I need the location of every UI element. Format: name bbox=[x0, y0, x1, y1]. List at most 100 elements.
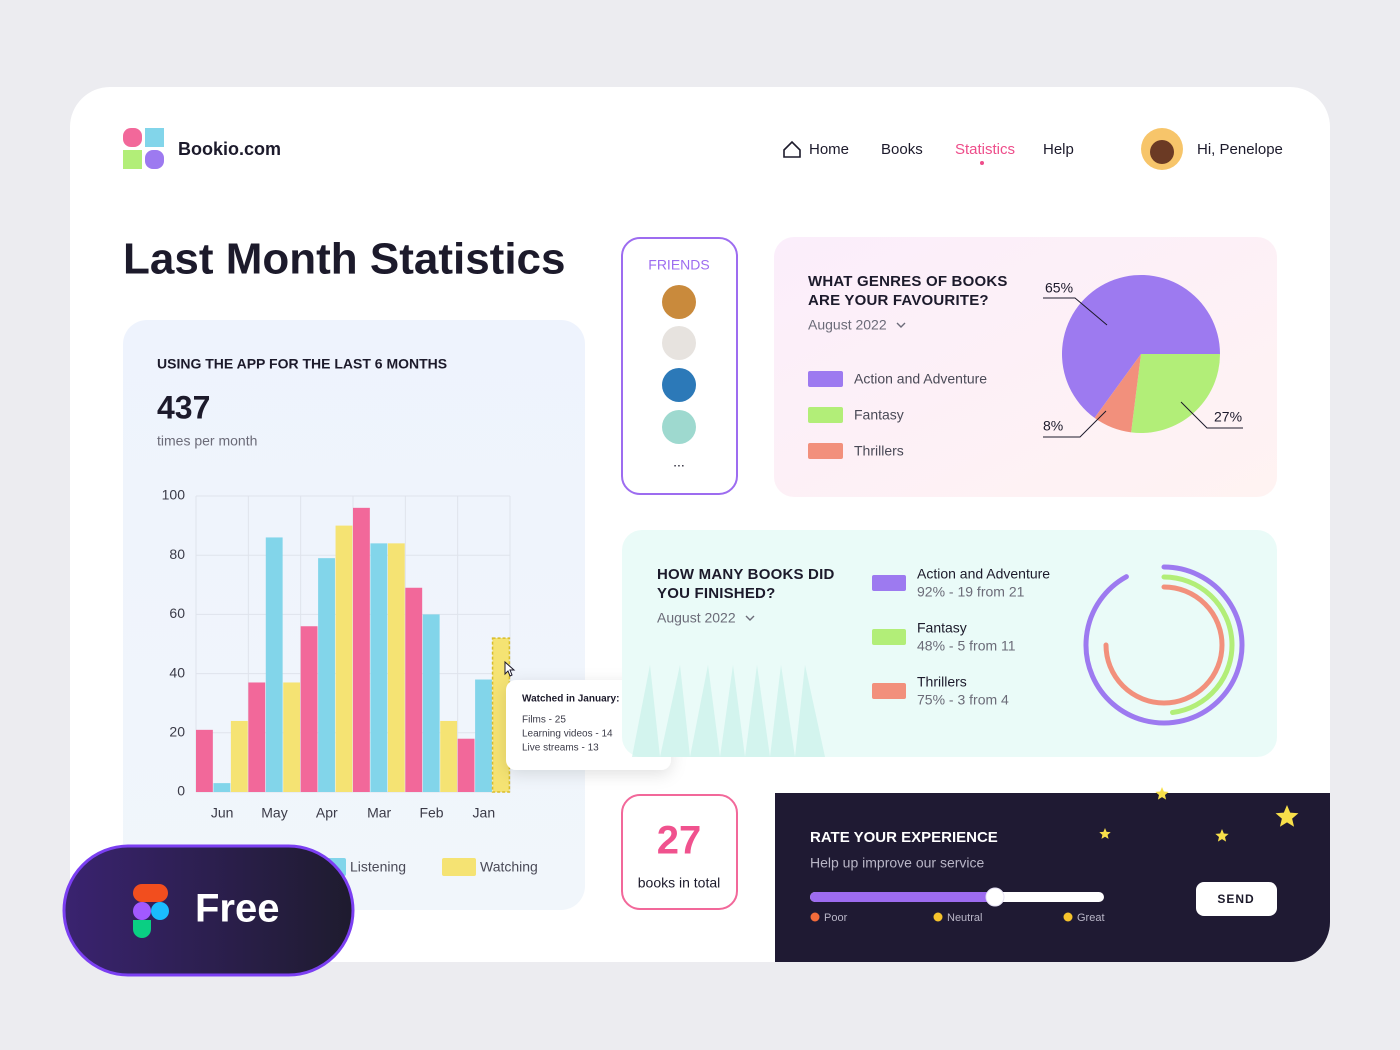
legend-swatch bbox=[808, 443, 843, 459]
friend-avatar[interactable] bbox=[662, 326, 696, 360]
legend-swatch bbox=[442, 858, 476, 876]
bar[interactable] bbox=[440, 720, 458, 792]
free-badge: Free bbox=[62, 844, 355, 977]
bar[interactable] bbox=[457, 738, 475, 792]
bar[interactable] bbox=[387, 543, 405, 792]
finished-title: HOW MANY BOOKS DID YOU FINISHED? bbox=[657, 566, 835, 602]
tooltip-item: Learning videos - 14 bbox=[522, 729, 613, 740]
y-tick-label: 20 bbox=[169, 724, 185, 740]
bar[interactable] bbox=[248, 682, 266, 792]
legend-label: Thrillers bbox=[854, 443, 904, 459]
bar[interactable] bbox=[300, 626, 318, 792]
rating-title: RATE YOUR EXPERIENCE bbox=[810, 829, 998, 846]
bar[interactable] bbox=[475, 679, 492, 792]
send-button[interactable] bbox=[1196, 882, 1277, 916]
y-tick-label: 80 bbox=[169, 546, 185, 562]
bar[interactable] bbox=[283, 682, 301, 792]
pie-label: 65% bbox=[1045, 280, 1073, 296]
item-value: 48% - 5 from 11 bbox=[917, 638, 1016, 654]
pie-label: 27% bbox=[1214, 409, 1242, 425]
scale-emoji bbox=[1063, 912, 1073, 922]
nav-active-dot bbox=[980, 161, 984, 165]
star bbox=[1099, 828, 1111, 839]
pie-slice[interactable] bbox=[1094, 354, 1141, 433]
legend-swatch bbox=[872, 575, 906, 591]
item-value: 92% - 19 from 21 bbox=[917, 584, 1025, 600]
bar[interactable] bbox=[353, 507, 370, 792]
pie-slice[interactable] bbox=[1131, 354, 1220, 434]
rating-card bbox=[775, 793, 1330, 962]
scale-label: Poor bbox=[824, 912, 848, 924]
friend-avatar[interactable] bbox=[662, 368, 696, 402]
scale-emoji bbox=[810, 912, 820, 922]
rating-scale: Poor Neutral Great bbox=[810, 912, 1105, 924]
friend-avatar[interactable] bbox=[662, 285, 696, 319]
pie-label: 8% bbox=[1043, 418, 1063, 434]
stars bbox=[1099, 787, 1299, 842]
pie-slice[interactable] bbox=[1062, 275, 1220, 418]
bar[interactable] bbox=[265, 537, 283, 792]
bar[interactable] bbox=[491, 637, 511, 793]
x-tick-label: May bbox=[261, 805, 287, 821]
tooltip-item: Live streams - 13 bbox=[522, 743, 599, 754]
bar[interactable] bbox=[422, 614, 440, 792]
legend-label: Watching bbox=[480, 859, 538, 875]
logo-icon bbox=[123, 128, 164, 169]
nav-link[interactable]: Statistics bbox=[955, 141, 1015, 158]
nav-link[interactable]: Help bbox=[1043, 141, 1074, 158]
tooltip-title: Watched in January: bbox=[522, 694, 619, 705]
bar[interactable] bbox=[196, 729, 213, 792]
x-tick-label: Jan bbox=[473, 805, 496, 821]
leader-line bbox=[1043, 297, 1108, 326]
bar[interactable] bbox=[318, 558, 335, 792]
usage-unit: times per month bbox=[157, 433, 257, 449]
y-tick-label: 100 bbox=[162, 487, 186, 503]
x-tick-label: Jun bbox=[211, 805, 234, 821]
bar[interactable] bbox=[230, 720, 248, 792]
greeting[interactable]: Hi, Penelope bbox=[1197, 141, 1283, 158]
bar[interactable] bbox=[335, 525, 353, 792]
friends-title: FRIENDS bbox=[648, 257, 709, 273]
friend-avatar[interactable] bbox=[662, 410, 696, 444]
slider-handle[interactable] bbox=[985, 887, 1005, 907]
scale-emoji bbox=[933, 912, 943, 922]
total-card bbox=[621, 794, 738, 910]
send-label[interactable]: SEND bbox=[1217, 892, 1254, 906]
page-title: Last Month Statistics bbox=[123, 235, 566, 284]
bar[interactable] bbox=[370, 543, 388, 792]
star bbox=[1155, 787, 1169, 800]
genres-title-box: WHAT GENRES OF BOOKS ARE YOUR FAVOURITE? bbox=[808, 273, 1007, 309]
scale-label: Neutral bbox=[947, 912, 982, 924]
ring-arc bbox=[1083, 564, 1245, 726]
user-avatar-face bbox=[1150, 140, 1174, 164]
chevron bbox=[745, 615, 755, 621]
leader-line bbox=[1180, 401, 1243, 429]
leader-line bbox=[1043, 410, 1107, 438]
finished-period[interactable]: August 2022 bbox=[657, 610, 736, 626]
legend-label: Action and Adventure bbox=[854, 371, 987, 387]
item-name: Thrillers bbox=[917, 674, 967, 690]
y-tick-label: 60 bbox=[169, 605, 185, 621]
legend-swatch bbox=[872, 629, 906, 645]
ring-arc bbox=[1103, 584, 1225, 706]
x-tick-label: Mar bbox=[367, 805, 391, 821]
bar[interactable] bbox=[213, 783, 231, 792]
bar[interactable] bbox=[405, 587, 423, 792]
star bbox=[1215, 829, 1229, 842]
total-value: 27 bbox=[657, 819, 702, 863]
legend-label: Fantasy bbox=[854, 407, 904, 423]
ring-chart: Action and Adventure 92% - 19 from 21 Fant… bbox=[872, 564, 1245, 726]
rating-subtitle: Help up improve our service bbox=[810, 855, 985, 871]
slider-fill bbox=[810, 892, 995, 902]
genres-period[interactable]: August 2022 bbox=[808, 317, 887, 333]
home-icon bbox=[783, 140, 801, 158]
star bbox=[1275, 805, 1299, 827]
logo-text[interactable]: Bookio.com bbox=[178, 139, 281, 159]
friends-more[interactable]: ... bbox=[673, 454, 685, 470]
nav-link[interactable]: Home bbox=[809, 141, 849, 158]
nav-link[interactable]: Books bbox=[881, 141, 923, 158]
legend-swatch bbox=[872, 683, 906, 699]
friends-card[interactable] bbox=[621, 237, 738, 495]
scale-label: Great bbox=[1077, 912, 1105, 924]
